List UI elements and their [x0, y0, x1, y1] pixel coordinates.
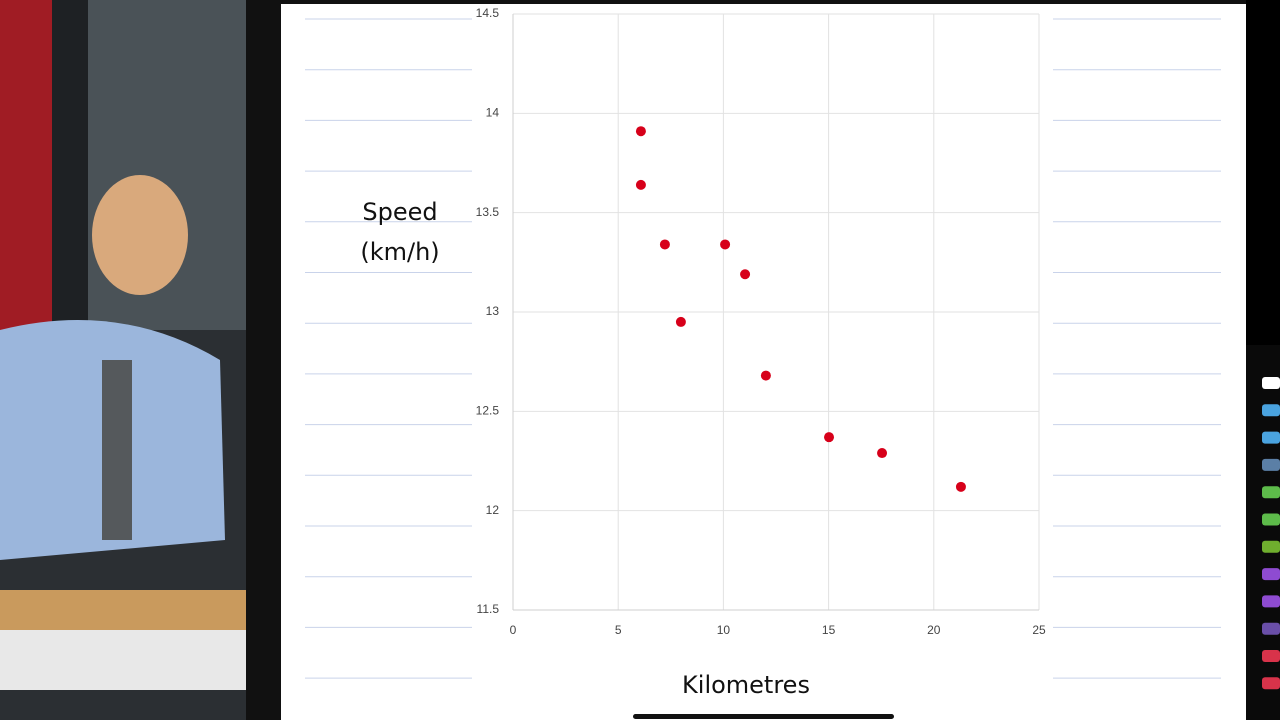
video-red-panel — [0, 0, 52, 330]
home-indicator — [633, 714, 894, 719]
point — [877, 448, 888, 459]
y-tick-label: 12 — [486, 503, 500, 517]
point — [740, 269, 751, 280]
pen-toolbar — [1246, 345, 1280, 720]
pen — [1262, 595, 1280, 608]
point — [824, 432, 835, 443]
y-axis-label: Speed (km/h) — [360, 198, 440, 266]
point — [659, 239, 670, 250]
pen — [1262, 540, 1280, 553]
pen — [1262, 404, 1280, 417]
point — [760, 370, 771, 381]
x-tick-label: 15 — [822, 623, 836, 637]
pen — [1262, 458, 1280, 471]
y-tick-label: 13.5 — [476, 205, 500, 219]
ruled-lines — [305, 18, 1221, 679]
pen — [1262, 677, 1280, 690]
pen — [1262, 486, 1280, 499]
plot: 11.5 12 12.5 13 13.5 14 14.5 0 5 10 15 20 25 — [476, 6, 1046, 637]
video-person-head — [92, 175, 188, 295]
video-person-tie — [102, 360, 132, 540]
y-tick-label: 14 — [486, 106, 500, 120]
y-axis-label-box: Speed (km/h) — [360, 198, 440, 266]
pen — [1262, 622, 1280, 635]
point — [955, 481, 966, 492]
x-tick-label: 5 — [615, 623, 622, 637]
y-tick-label: 13 — [486, 304, 500, 318]
y-tick-label: 12.5 — [476, 404, 500, 418]
y-tick-label: 11.5 — [477, 602, 500, 616]
pen — [1262, 568, 1280, 581]
x-axis-label: Kilometres — [682, 671, 810, 699]
point — [635, 179, 646, 190]
video-desk — [0, 590, 246, 630]
point — [675, 316, 686, 327]
pen — [1262, 377, 1280, 389]
point — [720, 239, 731, 250]
video-desk-front — [0, 630, 246, 690]
pen — [1262, 431, 1280, 444]
x-tick-label: 25 — [1032, 623, 1046, 637]
note-page — [281, 4, 1246, 720]
x-tick-label: 0 — [510, 623, 517, 637]
y-tick-label: 14.5 — [476, 6, 500, 20]
video-dark-panel — [52, 0, 88, 330]
pen — [1262, 513, 1280, 526]
pen-list — [1262, 377, 1280, 690]
x-tick-label: 10 — [717, 623, 731, 637]
pen — [1262, 650, 1280, 662]
point — [635, 126, 646, 137]
x-tick-label: 20 — [927, 623, 941, 637]
